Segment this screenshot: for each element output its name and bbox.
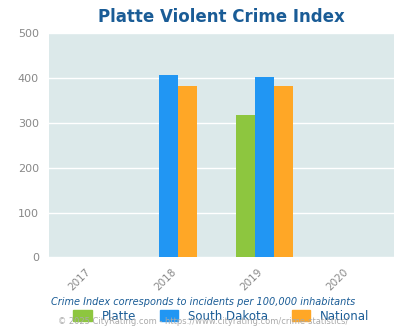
Bar <box>159 75 178 257</box>
Text: © 2025 CityRating.com - https://www.cityrating.com/crime-statistics/: © 2025 CityRating.com - https://www.city… <box>58 317 347 326</box>
Title: Platte Violent Crime Index: Platte Violent Crime Index <box>98 8 344 26</box>
Text: Crime Index corresponds to incidents per 100,000 inhabitants: Crime Index corresponds to incidents per… <box>51 297 354 307</box>
Bar <box>254 78 273 257</box>
Bar <box>273 86 292 257</box>
Bar <box>235 115 254 257</box>
Legend: Platte, South Dakota, National: Platte, South Dakota, National <box>67 304 374 328</box>
Bar <box>178 86 197 257</box>
